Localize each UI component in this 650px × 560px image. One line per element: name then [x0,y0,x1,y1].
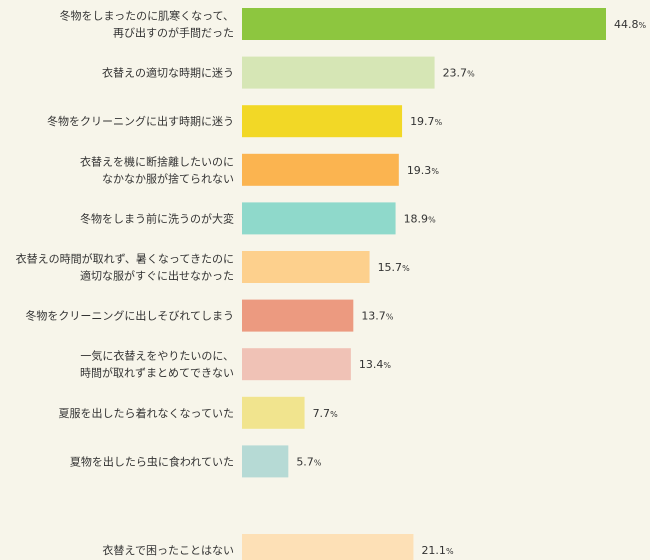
bar [242,56,435,89]
category-label: 冬物をしまう前に洗うのが大変 [80,211,234,225]
value-label: 18.9% [404,212,437,225]
bar [242,396,305,429]
category-label: 衣替えを機に断捨離したいのに [80,154,234,168]
category-label: 衣替えの適切な時期に迷う [102,66,234,80]
category-label: 適切な服がすぐに出せなかった [80,269,234,283]
bar [242,348,351,381]
value-label: 15.7% [378,261,411,274]
category-label: 夏服を出したら着れなくなっていた [59,406,234,420]
category-label: 時間が取れずまとめてできない [80,366,234,380]
bar-row: 冬物をしまう前に洗うのが大変 18.9% [80,202,437,235]
value-label: 7.7% [313,407,339,420]
bar-row: 一気に衣替えをやりたいのに、時間が取れずまとめてできない 13.4% [80,348,392,381]
category-label: なかなか服が捨てられない [102,171,234,185]
category-label: 冬物をしまったのに肌寒くなって、 [60,9,234,23]
bar-row: 衣替えの適切な時期に迷う 23.7% [102,56,476,89]
bar [242,105,403,138]
value-label: 23.7% [443,67,476,80]
bar [242,299,354,332]
bar-row: 冬物をしまったのに肌寒くなって、再び出すのが手間だった 44.8% [60,8,647,40]
category-label: 衣替えで困ったことはない [102,543,234,557]
value-label: 13.7% [361,310,394,323]
value-label: 21.1% [421,544,454,557]
value-label: 19.7% [410,115,443,128]
bar [242,251,370,283]
bar [242,534,414,560]
bar-row: 夏物を出したら虫に食われていた 5.7% [70,445,322,478]
bar-row: 冬物をクリーニングに出す時期に迷う 19.7% [47,105,443,138]
bar-row: 冬物をクリーニングに出しそびれてしまう 13.7% [25,299,394,332]
category-label: 夏物を出したら虫に食われていた [70,454,234,468]
category-label: 冬物をクリーニングに出しそびれてしまう [25,309,234,323]
value-label: 13.4% [359,358,392,371]
bar [242,8,606,40]
category-label: 冬物をクリーニングに出す時期に迷う [47,114,234,128]
bar-row: 衣替えで困ったことはない 21.1% [102,534,454,560]
category-label: 再び出すのが手間だった [113,26,234,40]
bar [242,445,289,478]
value-label: 44.8% [614,18,647,31]
value-label: 5.7% [296,455,322,468]
bar [242,202,396,235]
category-label: 衣替えの時間が取れず、暑くなってきたのに [16,252,234,266]
value-label: 19.3% [407,164,440,177]
bar [242,153,399,186]
category-label: 一気に衣替えをやりたいのに、 [80,349,234,363]
bar-row: 夏服を出したら着れなくなっていた 7.7% [59,396,339,429]
